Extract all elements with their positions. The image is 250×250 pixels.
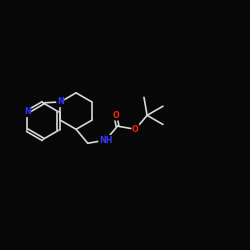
Text: N: N bbox=[24, 108, 30, 116]
Text: O: O bbox=[112, 111, 119, 120]
Text: O: O bbox=[132, 125, 139, 134]
Text: N: N bbox=[57, 98, 64, 106]
Text: NH: NH bbox=[99, 136, 112, 144]
